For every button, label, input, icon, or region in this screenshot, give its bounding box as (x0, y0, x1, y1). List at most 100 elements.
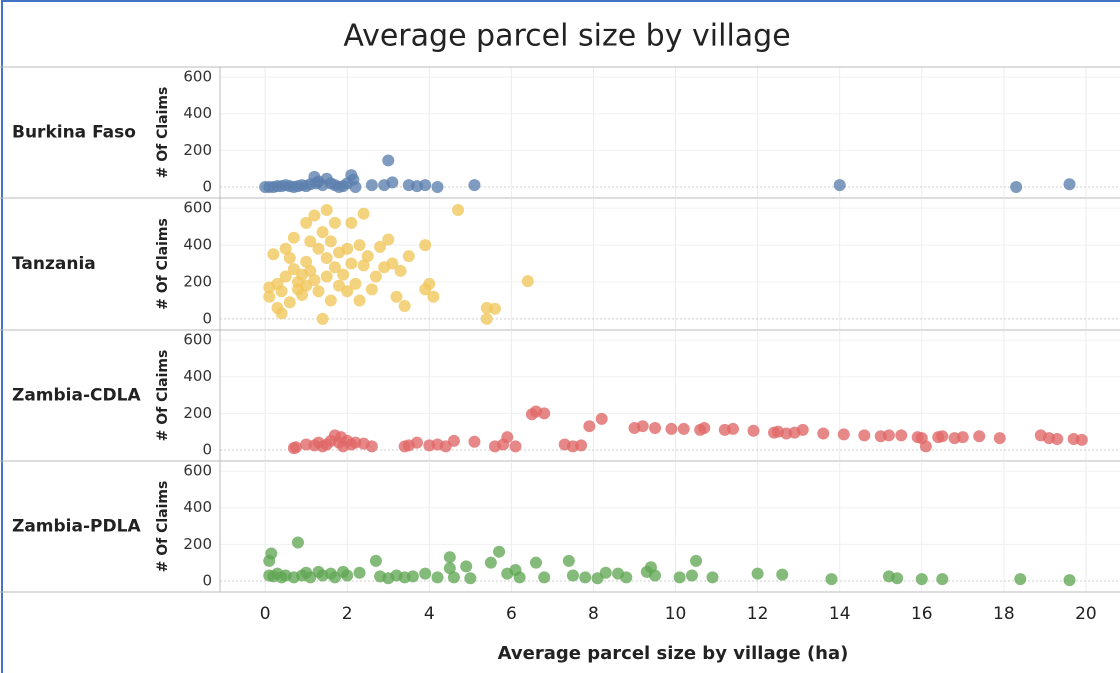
point (300, 255, 313, 268)
point (345, 216, 358, 229)
point (447, 434, 460, 447)
point (460, 560, 473, 573)
point (279, 270, 292, 283)
point (936, 430, 949, 443)
point (406, 570, 419, 583)
point (530, 556, 543, 569)
point (891, 572, 904, 585)
point (1010, 181, 1023, 194)
point (575, 439, 588, 452)
point (915, 573, 928, 586)
point (636, 420, 649, 433)
point (776, 568, 789, 581)
point (349, 181, 362, 194)
point (447, 571, 460, 584)
point (833, 179, 846, 192)
y-tick-label: 200 (183, 273, 212, 291)
y-tick-label: 200 (183, 535, 212, 553)
point (443, 551, 456, 564)
point (279, 242, 292, 255)
point (1014, 573, 1027, 586)
y-axis-label: # Of Claims (155, 87, 171, 179)
point (386, 257, 399, 270)
point (562, 554, 575, 567)
chart-title: Average parcel size by village (343, 19, 790, 54)
point (312, 242, 325, 255)
y-tick-label: 600 (183, 199, 212, 217)
point (365, 440, 378, 453)
point (394, 264, 407, 277)
panel-label: Tanzania (12, 254, 96, 274)
point (275, 307, 288, 320)
point (283, 296, 296, 309)
point (369, 270, 382, 283)
point (509, 440, 522, 453)
point (673, 571, 686, 584)
y-tick-label: 600 (183, 68, 212, 86)
y-tick-label: 0 (202, 309, 212, 327)
point (665, 422, 678, 435)
point (304, 264, 317, 277)
point (312, 285, 325, 298)
point (427, 290, 440, 303)
point (579, 571, 592, 584)
point (419, 567, 432, 580)
point (265, 547, 278, 560)
x-tick-label: 0 (260, 604, 271, 624)
point (316, 226, 329, 239)
point (324, 294, 337, 307)
point (956, 431, 969, 444)
point (493, 545, 506, 558)
point (751, 567, 764, 580)
point (583, 420, 596, 433)
point (300, 216, 313, 229)
point (431, 571, 444, 584)
y-tick-label: 0 (202, 441, 212, 459)
point (341, 242, 354, 255)
y-tick-label: 400 (183, 498, 212, 516)
point (328, 261, 341, 274)
point (1063, 574, 1076, 587)
point (320, 204, 333, 216)
point (382, 233, 395, 246)
panel-label: Zambia-PDLA (12, 517, 141, 537)
point (936, 573, 949, 586)
point (353, 566, 366, 579)
x-tick-label: 4 (424, 604, 435, 624)
point (365, 179, 378, 192)
point (1051, 433, 1064, 446)
point (747, 424, 760, 437)
panel-label: Burkina Faso (12, 123, 136, 143)
point (283, 252, 296, 264)
point (480, 312, 493, 325)
x-tick-label: 18 (993, 604, 1015, 624)
point (599, 566, 612, 579)
point (484, 556, 497, 569)
point (649, 569, 662, 582)
point (291, 536, 304, 549)
point (595, 412, 608, 425)
point (419, 239, 432, 252)
point (1063, 178, 1076, 191)
point (341, 285, 354, 298)
y-axis-label: # Of Claims (155, 481, 171, 573)
point (361, 250, 374, 263)
panel-label: Zambia-CDLA (12, 386, 141, 406)
point (538, 407, 551, 420)
x-tick-label: 10 (665, 604, 687, 624)
point (677, 422, 690, 435)
y-tick-label: 400 (183, 104, 212, 122)
point (468, 435, 481, 448)
y-tick-label: 200 (183, 404, 212, 422)
point (398, 300, 411, 312)
point (365, 283, 378, 296)
x-tick-label: 8 (588, 604, 599, 624)
point (919, 440, 932, 453)
point (324, 235, 337, 248)
point (328, 216, 341, 229)
point (726, 422, 739, 435)
x-tick-label: 14 (829, 604, 851, 624)
x-axis-label: Average parcel size by village (ha) (498, 643, 849, 664)
